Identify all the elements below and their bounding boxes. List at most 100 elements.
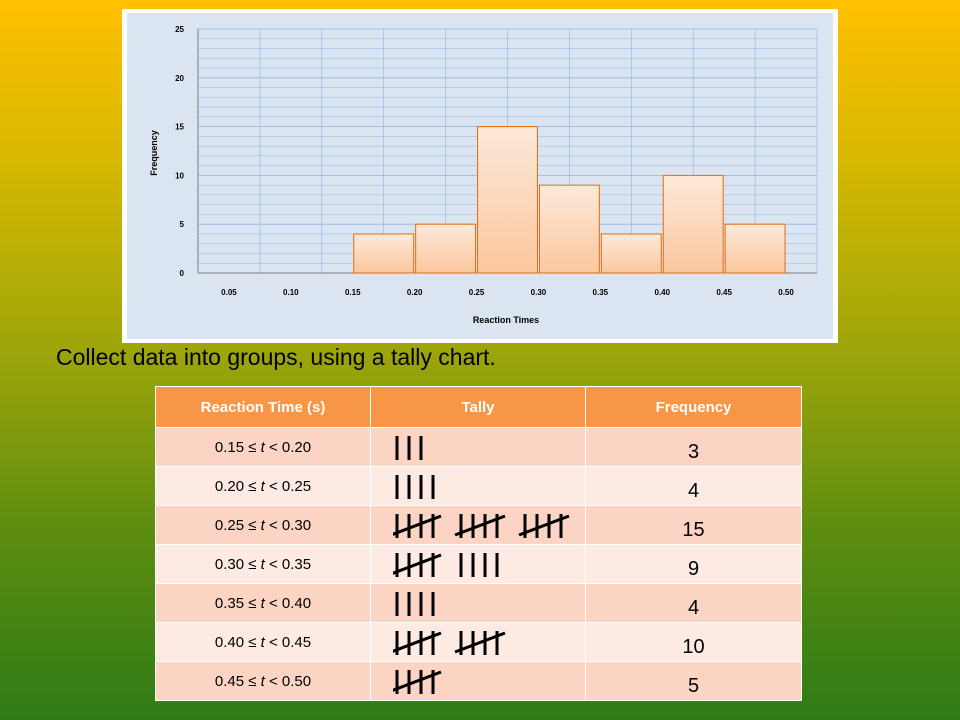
y-tick-label: 25 bbox=[175, 25, 184, 34]
bars bbox=[353, 126, 786, 274]
range-low: 0.15 ≤ bbox=[214, 438, 261, 456]
frequency-cell: 4 bbox=[585, 466, 802, 506]
histogram-bar-4 bbox=[538, 184, 600, 274]
range-high: < 0.20 bbox=[264, 438, 312, 456]
range-variable: t bbox=[260, 516, 265, 534]
range-high: < 0.25 bbox=[264, 477, 312, 495]
table-row: 0.45 ≤ t < 0.50 5 bbox=[155, 661, 802, 701]
reaction-time-range: 0.45 ≤ t < 0.50 bbox=[155, 661, 371, 701]
tally-marks bbox=[395, 592, 435, 616]
range-variable: t bbox=[260, 477, 265, 495]
tally-marks bbox=[393, 670, 442, 694]
x-tick-label: 0.25 bbox=[469, 288, 485, 297]
range-text: 0.40 ≤ t < 0.45 bbox=[215, 634, 311, 651]
frequency-cell: 15 bbox=[585, 505, 802, 545]
histogram-chart: 0 5 10 15 20 25 0.05 0.10 0.15 0.20 0.25 0.30 0.35 0.… bbox=[122, 9, 838, 343]
range-variable: t bbox=[260, 555, 265, 573]
tick-labels: 0 5 10 15 20 25 0.05 0.10 0.15 0.20 0.25 0.30 0.35 0.… bbox=[175, 25, 794, 297]
table-header-row: Reaction Time (s) Tally Frequency bbox=[155, 386, 802, 428]
y-tick-label: 0 bbox=[180, 269, 185, 278]
range-text: 0.15 ≤ t < 0.20 bbox=[215, 439, 311, 456]
tally-cell bbox=[370, 583, 586, 623]
x-tick-label: 0.50 bbox=[778, 288, 794, 297]
range-low: 0.45 ≤ bbox=[214, 672, 261, 690]
tally-marks bbox=[393, 514, 570, 538]
tally-strike bbox=[393, 631, 442, 653]
histogram-bar-5 bbox=[600, 233, 662, 274]
frequency-cell: 5 bbox=[585, 661, 802, 701]
histogram-bar-7 bbox=[724, 223, 786, 274]
frequency-value: 3 bbox=[687, 440, 700, 463]
tally-cell bbox=[370, 661, 586, 701]
frequency-value: 4 bbox=[687, 596, 700, 619]
reaction-time-range: 0.25 ≤ t < 0.30 bbox=[155, 505, 371, 545]
reaction-time-range: 0.40 ≤ t < 0.45 bbox=[155, 622, 371, 662]
range-variable: t bbox=[260, 633, 265, 651]
x-tick-label: 0.45 bbox=[716, 288, 732, 297]
table-row: 0.30 ≤ t < 0.35 9 bbox=[155, 544, 802, 584]
range-high: < 0.40 bbox=[264, 594, 312, 612]
range-low: 0.25 ≤ bbox=[214, 516, 261, 534]
tally-marks bbox=[393, 553, 499, 577]
frequency-value: 4 bbox=[687, 479, 700, 502]
range-text: 0.20 ≤ t < 0.25 bbox=[215, 478, 311, 495]
reaction-time-range: 0.35 ≤ t < 0.40 bbox=[155, 583, 371, 623]
tally-strike bbox=[393, 670, 442, 692]
tally-strike bbox=[454, 631, 506, 654]
range-high: < 0.50 bbox=[264, 672, 312, 690]
instruction-text: Collect data into groups, using a tally … bbox=[56, 344, 496, 370]
tally-cell bbox=[370, 622, 586, 662]
range-high: < 0.45 bbox=[264, 633, 312, 651]
frequency-value: 15 bbox=[682, 518, 705, 541]
histogram-bar-2 bbox=[415, 223, 477, 274]
y-tick-label: 10 bbox=[175, 171, 184, 180]
tally-marks bbox=[393, 631, 506, 655]
range-low: 0.40 ≤ bbox=[214, 633, 261, 651]
tally-cell bbox=[370, 427, 586, 467]
tally-table: Reaction Time (s) Tally Frequency 0.15 ≤… bbox=[155, 386, 802, 701]
tally-marks bbox=[395, 436, 423, 460]
table-row: 0.35 ≤ t < 0.40 4 bbox=[155, 583, 802, 623]
histogram-bar-6 bbox=[662, 174, 724, 274]
range-text: 0.25 ≤ t < 0.30 bbox=[215, 517, 311, 534]
tally-strike bbox=[393, 514, 442, 536]
range-high: < 0.30 bbox=[264, 516, 312, 534]
table-row: 0.40 ≤ t < 0.45 10 bbox=[155, 622, 802, 662]
reaction-time-range: 0.20 ≤ t < 0.25 bbox=[155, 466, 371, 506]
tally-strike bbox=[454, 514, 506, 537]
x-tick-label: 0.40 bbox=[654, 288, 670, 297]
x-tick-label: 0.15 bbox=[345, 288, 361, 297]
range-low: 0.35 ≤ bbox=[214, 594, 261, 612]
x-tick-label: 0.05 bbox=[221, 288, 237, 297]
header-reaction-time: Reaction Time (s) bbox=[155, 386, 371, 428]
frequency-cell: 9 bbox=[585, 544, 802, 584]
range-variable: t bbox=[260, 438, 265, 456]
tally-strike bbox=[518, 514, 570, 537]
table-row: 0.25 ≤ t < 0.30 15 bbox=[155, 505, 802, 545]
range-variable: t bbox=[260, 594, 265, 612]
table-row: 0.20 ≤ t < 0.25 4 bbox=[155, 466, 802, 506]
table-row: 0.15 ≤ t < 0.20 3 bbox=[155, 427, 802, 467]
frequency-cell: 3 bbox=[585, 427, 802, 467]
y-tick-label: 15 bbox=[175, 123, 184, 132]
tally-marks bbox=[395, 475, 435, 499]
frequency-cell: 4 bbox=[585, 583, 802, 623]
range-text: 0.35 ≤ t < 0.40 bbox=[215, 595, 311, 612]
range-variable: t bbox=[260, 672, 265, 690]
tally-cell bbox=[370, 544, 586, 584]
x-axis-label: Reaction Times bbox=[473, 315, 539, 325]
histogram-bar-3 bbox=[477, 126, 538, 274]
range-low: 0.30 ≤ bbox=[214, 555, 261, 573]
frequency-value: 10 bbox=[682, 635, 705, 658]
y-axis-label: Frequency bbox=[149, 130, 159, 176]
x-tick-label: 0.30 bbox=[531, 288, 547, 297]
frequency-value: 9 bbox=[687, 557, 700, 580]
x-tick-label: 0.10 bbox=[283, 288, 299, 297]
header-tally: Tally bbox=[370, 386, 586, 428]
reaction-time-range: 0.15 ≤ t < 0.20 bbox=[155, 427, 371, 467]
tally-strike bbox=[393, 553, 442, 575]
x-tick-label: 0.35 bbox=[593, 288, 609, 297]
y-tick-label: 20 bbox=[175, 74, 184, 83]
range-low: 0.20 ≤ bbox=[214, 477, 261, 495]
